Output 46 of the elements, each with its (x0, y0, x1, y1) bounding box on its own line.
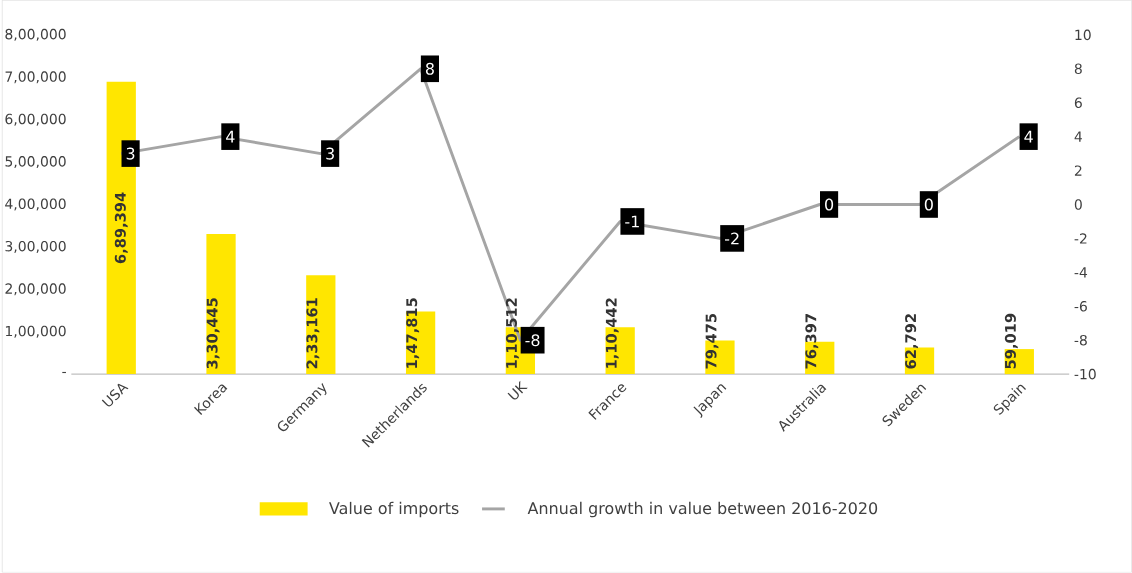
bar (106, 81, 136, 375)
y-tick-label: 7,00,000 (5, 71, 66, 84)
y2-tick-label: -8 (1074, 335, 1087, 346)
y-tick-label: 1,00,000 (5, 325, 66, 338)
y-tick-label: 6,00,000 (5, 113, 66, 126)
x-tick-label: USA (101, 383, 129, 407)
y2-tick-label: -10 (1074, 369, 1096, 380)
data-label: 1,10,442 (605, 298, 619, 368)
data-label: 6,89,394 (114, 192, 128, 264)
y-tick-label: 8,00,000 (5, 29, 66, 42)
y2-tick-label: 0 (1074, 199, 1082, 210)
data-label: 4 (226, 131, 235, 143)
data-label: 4 (1024, 131, 1033, 143)
data-label: 76,397 (805, 314, 819, 369)
data-label: 8 (425, 62, 434, 76)
y2-tick-label: 8 (1074, 63, 1082, 75)
data-label: 0 (924, 198, 933, 211)
y-tick-label: - (62, 372, 66, 374)
data-label: 3 (126, 147, 135, 160)
y2-tick-label: -4 (1074, 267, 1088, 278)
data-label: 3 (326, 147, 334, 160)
legend-label: Annual growth in value between 2016-2020 (527, 502, 878, 518)
y2-tick-label: 6 (1074, 97, 1082, 109)
y-tick-label: 3,00,000 (5, 241, 66, 254)
data-label: 79,475 (705, 314, 719, 369)
y2-tick-label: 4 (1074, 131, 1082, 142)
y2-tick-label: -6 (1074, 301, 1087, 312)
bar (206, 234, 236, 375)
y2-tick-label: 10 (1075, 29, 1091, 41)
data-label: 2,33,161 (306, 298, 320, 369)
y-tick-label: 4,00,000 (5, 198, 66, 211)
data-label: 59,019 (1004, 314, 1018, 369)
x-tick-label: UK (507, 381, 528, 400)
y2-tick-label: 2 (1074, 165, 1082, 176)
data-label: 3,30,445 (206, 298, 220, 369)
data-label: 1,47,815 (406, 298, 420, 368)
data-label: 0 (825, 198, 834, 211)
data-label: -2 (724, 232, 739, 245)
data-label: -1 (625, 215, 639, 228)
data-label: 1,10,512 (505, 298, 519, 368)
y2-tick-label: -2 (1074, 233, 1087, 244)
legend-label: Value of imports (329, 502, 459, 518)
data-label: -8 (525, 334, 540, 347)
data-label: 62,792 (905, 314, 919, 369)
y-tick-label: 2,00,000 (5, 283, 66, 296)
y-tick-label: 5,00,000 (5, 156, 66, 169)
